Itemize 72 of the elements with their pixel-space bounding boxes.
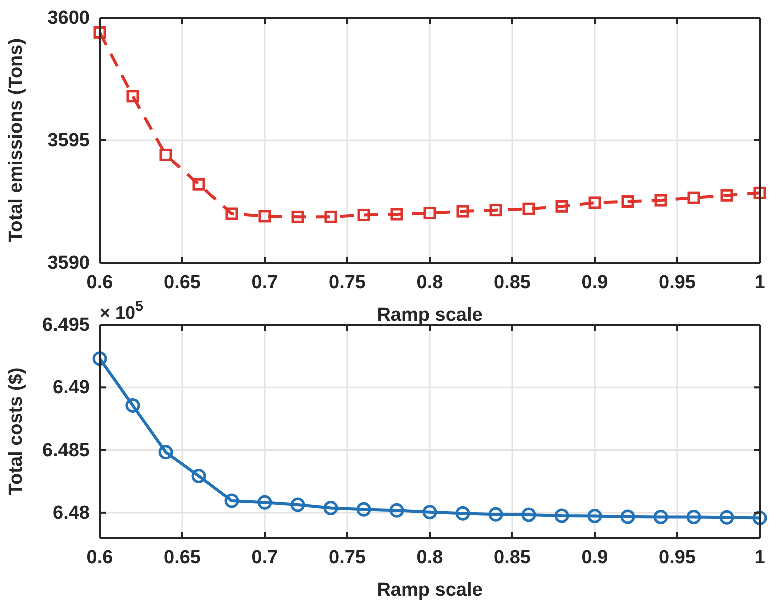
point xyxy=(224,494,240,508)
x-tick-label: 0.7 xyxy=(252,272,278,294)
point xyxy=(422,505,438,520)
x-tick-label: 0.85 xyxy=(494,547,532,568)
x-tick-label: 0.95 xyxy=(659,547,696,568)
y-axis-title: Total emissions (Tons) xyxy=(6,38,27,243)
point xyxy=(290,498,306,512)
point xyxy=(488,507,504,522)
x-tick-label: 1 xyxy=(754,547,766,568)
y-tick-label: 6.485 xyxy=(42,440,90,462)
x-tick-label: 0.6 xyxy=(86,272,114,294)
point xyxy=(126,398,140,413)
y-tick-label: 6.495 xyxy=(42,315,90,336)
x-axis-title: Ramp scale xyxy=(377,305,483,326)
point xyxy=(720,510,734,525)
point xyxy=(390,503,404,518)
point xyxy=(654,194,668,207)
point xyxy=(654,510,668,524)
x-tick-label: 0.75 xyxy=(329,547,366,568)
y-axis-title: Total costs ($) xyxy=(6,368,27,496)
y-tick-label: 6.48 xyxy=(53,503,90,524)
point xyxy=(522,202,536,216)
point xyxy=(258,495,272,510)
x-tick-label: 0.8 xyxy=(416,547,444,568)
point xyxy=(192,178,206,191)
point xyxy=(160,148,172,162)
text: × 10$^{5}$ xyxy=(100,299,144,323)
x-tick-label: 0.95 xyxy=(659,272,696,294)
x-tick-label: 0.65 xyxy=(164,547,202,568)
y-tick-label: 3590 xyxy=(48,253,90,274)
point xyxy=(588,196,602,210)
point xyxy=(258,210,272,223)
point xyxy=(686,510,702,524)
x-tick-label: 0.75 xyxy=(329,272,366,294)
point xyxy=(622,196,634,208)
x-tick-label: 0.85 xyxy=(494,272,532,294)
x-tick-label: 0.65 xyxy=(164,272,202,294)
point xyxy=(490,204,502,217)
x-tick-label: 0.8 xyxy=(416,272,444,294)
point xyxy=(94,26,106,39)
point xyxy=(754,186,766,200)
point xyxy=(126,90,140,103)
point xyxy=(456,506,470,521)
point xyxy=(358,208,370,222)
x-tick-label: 1 xyxy=(754,272,766,294)
point xyxy=(356,502,372,517)
point xyxy=(192,468,206,484)
point xyxy=(292,210,304,224)
point xyxy=(620,510,636,524)
point xyxy=(324,210,338,224)
y-tick-label: 3600 xyxy=(48,8,90,30)
point xyxy=(456,205,470,218)
x-tick-label: 0.6 xyxy=(86,547,114,568)
x-axis-title: Ramp scale xyxy=(377,580,483,601)
point xyxy=(752,510,768,526)
point xyxy=(588,508,602,524)
point xyxy=(158,445,174,460)
point xyxy=(720,189,734,202)
point xyxy=(424,207,436,220)
point xyxy=(554,508,570,524)
point xyxy=(688,192,700,204)
point xyxy=(92,352,108,366)
x-tick-label: 0.9 xyxy=(582,272,608,294)
x-tick-label: 0.9 xyxy=(582,547,608,568)
x-tick-label: 0.7 xyxy=(252,547,278,568)
point xyxy=(324,501,338,516)
point xyxy=(390,208,404,221)
point xyxy=(226,208,238,220)
point xyxy=(556,200,568,213)
point xyxy=(522,508,536,522)
y-tick-label: 6.49 xyxy=(53,378,90,399)
y-tick-label: 3595 xyxy=(48,130,90,152)
